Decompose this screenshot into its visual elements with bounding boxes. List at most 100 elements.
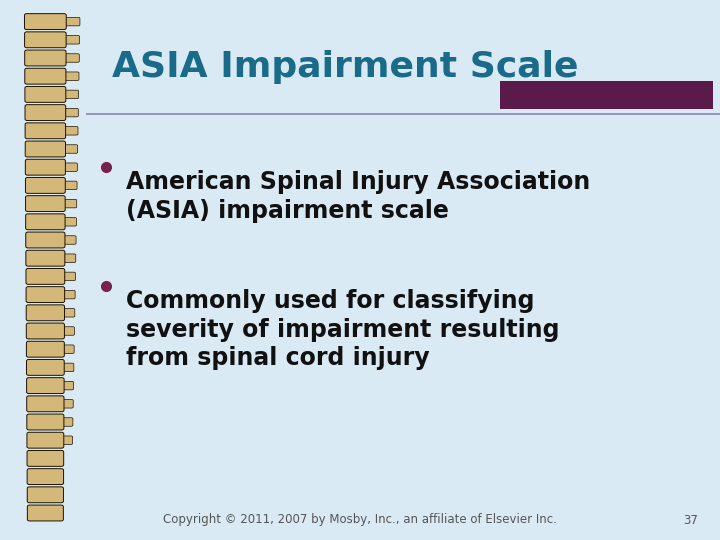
FancyBboxPatch shape <box>25 86 66 103</box>
FancyBboxPatch shape <box>27 237 34 243</box>
FancyBboxPatch shape <box>27 323 64 339</box>
FancyBboxPatch shape <box>25 55 32 61</box>
FancyBboxPatch shape <box>58 37 66 43</box>
FancyBboxPatch shape <box>56 328 63 334</box>
FancyBboxPatch shape <box>57 219 64 225</box>
FancyBboxPatch shape <box>25 105 66 120</box>
FancyBboxPatch shape <box>58 19 66 24</box>
FancyBboxPatch shape <box>57 237 64 243</box>
FancyBboxPatch shape <box>26 110 33 116</box>
FancyBboxPatch shape <box>59 436 73 444</box>
FancyBboxPatch shape <box>27 255 34 261</box>
FancyBboxPatch shape <box>60 254 76 262</box>
FancyBboxPatch shape <box>58 201 65 206</box>
Text: Copyright © 2011, 2007 by Mosby, Inc., an affiliate of Elsevier Inc.: Copyright © 2011, 2007 by Mosby, Inc., a… <box>163 514 557 526</box>
FancyBboxPatch shape <box>27 487 63 503</box>
FancyBboxPatch shape <box>57 274 64 279</box>
FancyBboxPatch shape <box>26 232 65 248</box>
FancyBboxPatch shape <box>26 250 65 266</box>
FancyBboxPatch shape <box>56 383 63 388</box>
FancyBboxPatch shape <box>60 181 77 190</box>
FancyBboxPatch shape <box>61 72 79 80</box>
FancyBboxPatch shape <box>58 55 66 61</box>
FancyBboxPatch shape <box>27 377 64 394</box>
FancyBboxPatch shape <box>56 364 63 370</box>
FancyBboxPatch shape <box>26 201 33 206</box>
FancyBboxPatch shape <box>60 236 76 244</box>
FancyBboxPatch shape <box>60 90 78 99</box>
FancyBboxPatch shape <box>27 219 34 225</box>
FancyBboxPatch shape <box>26 92 33 97</box>
FancyBboxPatch shape <box>25 141 66 157</box>
FancyBboxPatch shape <box>58 146 65 152</box>
FancyBboxPatch shape <box>60 163 77 171</box>
FancyBboxPatch shape <box>57 292 64 298</box>
FancyBboxPatch shape <box>60 308 75 317</box>
FancyBboxPatch shape <box>60 199 77 208</box>
FancyBboxPatch shape <box>58 92 65 97</box>
FancyBboxPatch shape <box>59 418 73 426</box>
FancyBboxPatch shape <box>25 159 66 175</box>
FancyBboxPatch shape <box>58 165 65 170</box>
FancyBboxPatch shape <box>27 328 35 334</box>
FancyBboxPatch shape <box>27 383 35 388</box>
FancyBboxPatch shape <box>27 401 35 407</box>
FancyBboxPatch shape <box>60 291 75 299</box>
Text: American Spinal Injury Association
(ASIA) impairment scale: American Spinal Injury Association (ASIA… <box>126 170 590 223</box>
FancyBboxPatch shape <box>60 126 78 135</box>
FancyBboxPatch shape <box>27 450 63 467</box>
FancyBboxPatch shape <box>27 364 35 370</box>
FancyBboxPatch shape <box>26 287 65 302</box>
FancyBboxPatch shape <box>27 414 64 430</box>
FancyBboxPatch shape <box>24 68 66 84</box>
FancyBboxPatch shape <box>27 469 63 484</box>
FancyBboxPatch shape <box>60 145 78 153</box>
FancyBboxPatch shape <box>27 310 34 315</box>
FancyBboxPatch shape <box>24 32 66 48</box>
FancyBboxPatch shape <box>25 178 66 193</box>
FancyBboxPatch shape <box>26 146 33 152</box>
FancyBboxPatch shape <box>61 17 80 26</box>
Text: ASIA Impairment Scale: ASIA Impairment Scale <box>112 51 578 84</box>
FancyBboxPatch shape <box>60 109 78 117</box>
FancyBboxPatch shape <box>26 183 33 188</box>
FancyBboxPatch shape <box>25 123 66 139</box>
FancyBboxPatch shape <box>61 54 79 62</box>
FancyBboxPatch shape <box>24 50 66 66</box>
FancyBboxPatch shape <box>26 214 65 230</box>
FancyBboxPatch shape <box>25 73 32 79</box>
FancyBboxPatch shape <box>58 110 65 116</box>
FancyBboxPatch shape <box>27 396 64 411</box>
FancyBboxPatch shape <box>27 347 35 352</box>
FancyBboxPatch shape <box>57 255 64 261</box>
FancyBboxPatch shape <box>26 305 65 321</box>
FancyBboxPatch shape <box>61 36 80 44</box>
FancyBboxPatch shape <box>25 195 66 212</box>
FancyBboxPatch shape <box>26 128 33 133</box>
FancyBboxPatch shape <box>27 432 64 448</box>
FancyBboxPatch shape <box>59 400 73 408</box>
FancyBboxPatch shape <box>25 37 32 43</box>
FancyBboxPatch shape <box>56 401 63 407</box>
FancyBboxPatch shape <box>57 310 64 315</box>
FancyBboxPatch shape <box>27 341 64 357</box>
FancyBboxPatch shape <box>25 19 32 24</box>
FancyBboxPatch shape <box>27 274 34 279</box>
FancyBboxPatch shape <box>59 363 74 372</box>
Text: Commonly used for classifying
severity of impairment resulting
from spinal cord : Commonly used for classifying severity o… <box>126 289 559 370</box>
FancyBboxPatch shape <box>59 381 73 390</box>
FancyBboxPatch shape <box>27 505 63 521</box>
FancyBboxPatch shape <box>58 183 65 188</box>
FancyBboxPatch shape <box>58 73 66 79</box>
FancyBboxPatch shape <box>27 292 34 298</box>
FancyBboxPatch shape <box>60 218 76 226</box>
FancyBboxPatch shape <box>58 128 65 133</box>
FancyBboxPatch shape <box>59 345 74 354</box>
Bar <box>500 81 713 109</box>
FancyBboxPatch shape <box>60 272 76 281</box>
FancyBboxPatch shape <box>56 347 63 352</box>
FancyBboxPatch shape <box>59 327 74 335</box>
FancyBboxPatch shape <box>24 14 66 30</box>
FancyBboxPatch shape <box>27 360 64 375</box>
FancyBboxPatch shape <box>26 268 65 285</box>
